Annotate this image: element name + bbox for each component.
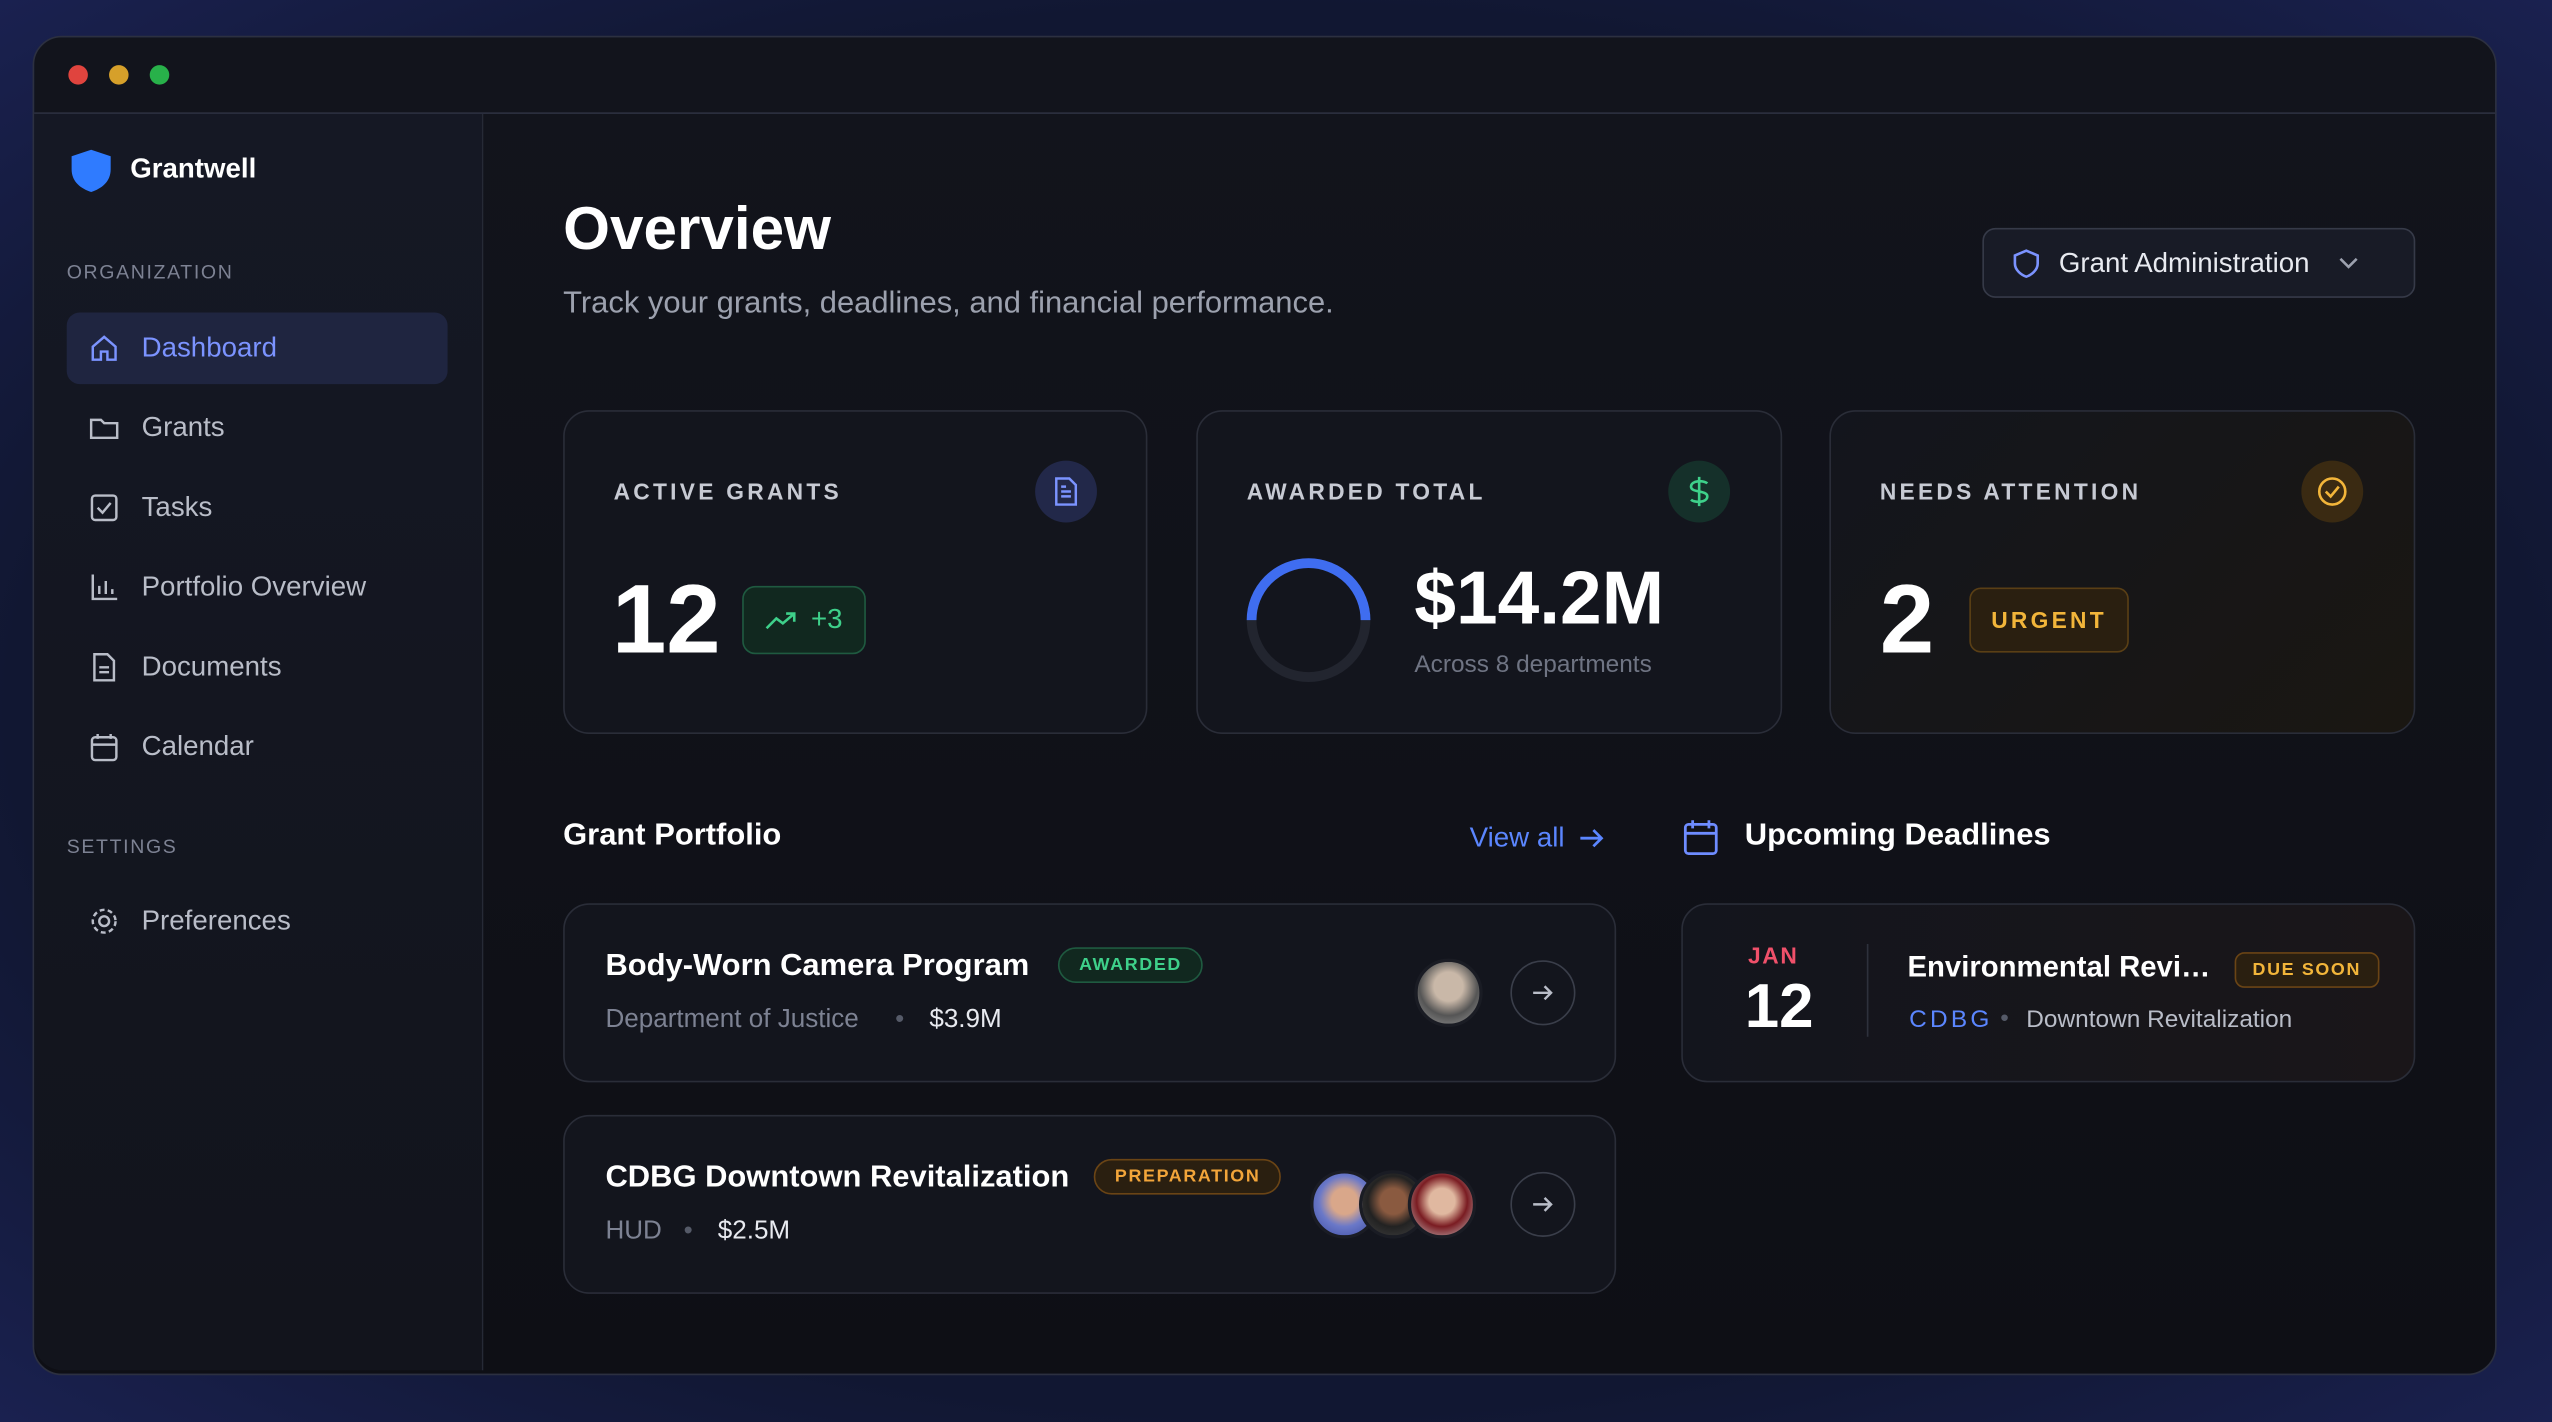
calendar-icon (1683, 820, 1718, 856)
open-button[interactable] (1510, 1171, 1576, 1237)
divider (1866, 943, 1869, 1037)
nav-label: Tasks (141, 491, 213, 523)
stat-label: AWARDED TOTAL (1246, 478, 1486, 505)
workspace-name: Grant Administration (2058, 246, 2310, 278)
icon (1533, 985, 1553, 1001)
nav-item[interactable]: Portfolio Overview (67, 552, 448, 624)
icon (1580, 829, 1604, 848)
icon (1055, 477, 1078, 506)
stat-icon (1035, 460, 1097, 523)
open-button[interactable] (1510, 960, 1576, 1026)
nav-item[interactable]: Grants (67, 392, 448, 464)
grant-agency: HUD (605, 1217, 662, 1246)
nav-label: Grants (141, 411, 225, 443)
urgent-badge: URGENT (1969, 587, 2129, 653)
view-all-link[interactable]: View all (1470, 822, 1606, 855)
due-badge: DUE SOON (2234, 952, 2379, 988)
link-text: View all (1469, 821, 1565, 853)
grant-agency: Department of Justice (605, 1005, 859, 1034)
deadline-code: CDBG (1909, 1005, 1993, 1034)
titlebar-divider (34, 112, 2496, 114)
minimize-button[interactable] (109, 65, 129, 85)
trend-badge: +3 (742, 585, 866, 655)
nav-icon (91, 908, 117, 934)
stat-icon (2301, 460, 2364, 523)
separator: • (2000, 1004, 2009, 1032)
nav-item[interactable]: Documents (67, 631, 448, 703)
grant-name: CDBG Downtown Revitalization (605, 1160, 1070, 1195)
maximize-button[interactable] (149, 65, 170, 85)
nav-icon (93, 653, 116, 682)
nav-label: Dashboard (141, 332, 277, 363)
page-title: Overview (563, 195, 831, 263)
stat-value: 12 (611, 564, 721, 674)
separator: • (683, 1217, 693, 1246)
nav-icon (90, 494, 118, 522)
section-title: Grant Portfolio (563, 818, 782, 853)
nav-icon (91, 574, 118, 601)
deadline-title: Environmental Revi… (1907, 950, 2211, 984)
icon (1533, 1197, 1553, 1212)
stat-value: $14.2M (1414, 554, 1665, 640)
nav-label: Calendar (141, 730, 254, 762)
close-button[interactable] (68, 65, 88, 85)
stat-value: 2 (1879, 564, 1935, 674)
deadline-project: Downtown Revitalization (2026, 1005, 2293, 1034)
nav-item[interactable]: Dashboard (66, 312, 448, 385)
deadline-month: JAN (1747, 942, 1799, 969)
section-title: Upcoming Deadlines (1744, 818, 2051, 853)
icon (766, 612, 797, 630)
status-badge: PREPARATION (1093, 1158, 1282, 1195)
status-badge: AWARDED (1057, 947, 1204, 984)
nav-icon (89, 418, 119, 440)
stat-label: ACTIVE GRANTS (613, 478, 843, 505)
shield-icon (2013, 248, 2039, 278)
deadline-day: 12 (1744, 973, 1814, 1042)
nav-label: Preferences (141, 904, 291, 936)
stat-label: NEEDS ATTENTION (1879, 478, 2142, 505)
grant-amount: $2.5M (717, 1217, 791, 1246)
avatar (1414, 958, 1483, 1027)
progress-ring (1246, 558, 1371, 682)
separator: • (895, 1005, 905, 1034)
brand-name: Grantwell (130, 152, 257, 184)
page-subtitle: Track your grants, deadlines, and financ… (563, 286, 1334, 321)
brand-logo (71, 149, 111, 193)
icon (2317, 477, 2347, 506)
section-label: SETTINGS (66, 834, 178, 858)
nav-item[interactable]: Calendar (67, 711, 448, 783)
trend-text: +3 (811, 603, 843, 635)
nav-item[interactable]: Tasks (67, 472, 448, 544)
stat-note: Across 8 departments (1414, 651, 1652, 679)
icon (1689, 476, 1709, 507)
nav-label: Documents (141, 651, 282, 682)
section-label: ORGANIZATION (66, 260, 234, 284)
nav-icon (91, 335, 117, 361)
grant-amount: $3.9M (929, 1005, 1002, 1034)
chevron-icon (2339, 257, 2358, 268)
stat-icon (1668, 460, 1731, 523)
nav-item[interactable]: Preferences (67, 885, 448, 957)
nav-icon (90, 734, 118, 762)
nav-label: Portfolio Overview (141, 571, 367, 603)
deadline-card[interactable] (1681, 903, 2416, 1083)
workspace-dropdown[interactable]: Grant Administration (1982, 227, 2416, 298)
grant-name: Body-Worn Camera Program (605, 948, 1030, 984)
avatar (1407, 1170, 1477, 1239)
